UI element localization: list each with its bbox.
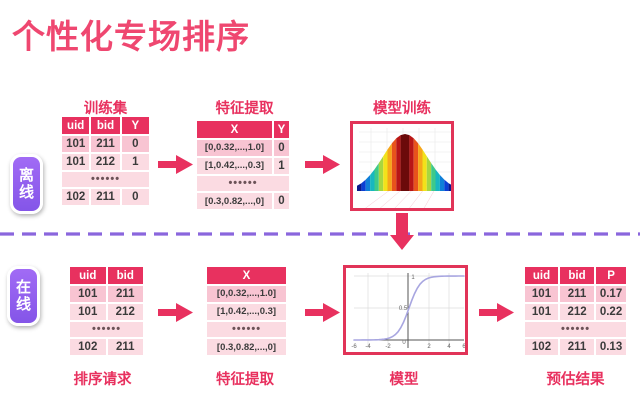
svg-text:-4: -4 xyxy=(365,344,371,350)
svg-text:6: 6 xyxy=(462,344,466,350)
svg-text:2: 2 xyxy=(427,344,431,350)
svg-text:0.8: 0.8 xyxy=(427,208,433,211)
svg-text:4: 4 xyxy=(447,344,451,350)
svg-text:0.5: 0.5 xyxy=(399,306,408,312)
svg-text:0.4: 0.4 xyxy=(383,208,389,211)
svg-text:0: 0 xyxy=(402,340,406,346)
svg-text:0.6: 0.6 xyxy=(405,208,411,211)
svg-text:-6: -6 xyxy=(351,344,357,350)
svg-text:-2: -2 xyxy=(385,344,391,350)
svg-text:0.2: 0.2 xyxy=(361,208,367,211)
